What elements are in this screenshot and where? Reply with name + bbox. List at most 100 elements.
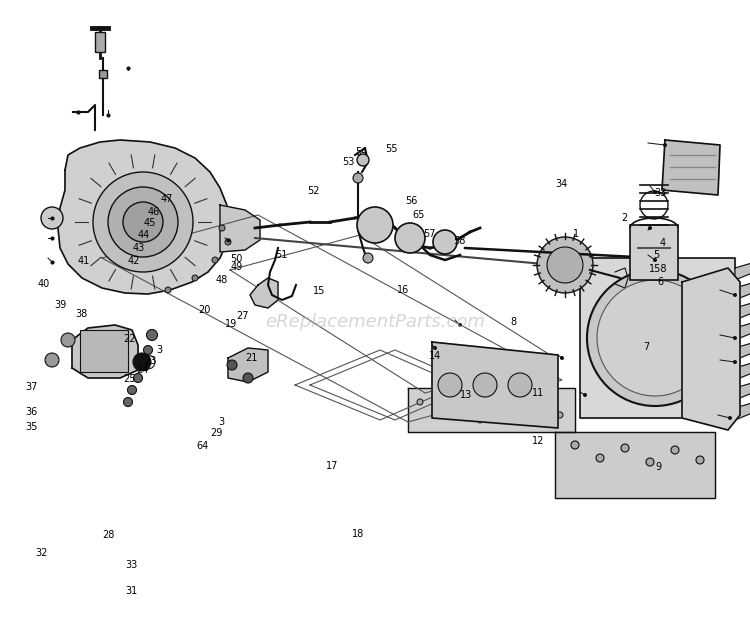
Text: 3: 3 [157, 345, 163, 355]
Polygon shape [72, 325, 138, 378]
Circle shape [733, 293, 737, 297]
Text: 36: 36 [26, 407, 38, 417]
Text: 37: 37 [26, 382, 38, 392]
Polygon shape [662, 140, 720, 195]
Text: 33: 33 [654, 188, 666, 198]
Circle shape [417, 399, 423, 405]
Text: 1: 1 [573, 229, 579, 239]
Text: 28: 28 [103, 530, 115, 540]
Text: 49: 49 [230, 262, 242, 272]
Circle shape [537, 401, 543, 407]
Text: 25: 25 [123, 374, 135, 384]
Polygon shape [735, 363, 750, 380]
Circle shape [128, 386, 136, 394]
Circle shape [45, 353, 59, 367]
Circle shape [41, 207, 63, 229]
Polygon shape [220, 205, 260, 252]
Circle shape [537, 237, 593, 293]
Circle shape [648, 226, 652, 230]
Circle shape [653, 258, 657, 262]
Circle shape [458, 323, 462, 327]
Polygon shape [58, 140, 228, 294]
Text: 43: 43 [133, 243, 145, 253]
Bar [95, 32, 105, 52]
Text: 44: 44 [138, 230, 150, 240]
Text: 158: 158 [650, 264, 668, 274]
Text: 11: 11 [532, 388, 544, 398]
Text: 19: 19 [225, 319, 237, 329]
Circle shape [547, 247, 583, 283]
Text: 21: 21 [245, 353, 257, 363]
Text: 24: 24 [136, 365, 148, 375]
Polygon shape [555, 432, 715, 498]
Circle shape [437, 412, 443, 418]
Circle shape [473, 373, 497, 397]
Text: 40: 40 [38, 279, 50, 288]
Circle shape [508, 373, 532, 397]
Circle shape [728, 416, 732, 420]
Circle shape [663, 143, 667, 147]
Polygon shape [735, 283, 750, 300]
Circle shape [733, 336, 737, 340]
Circle shape [587, 270, 723, 406]
Bar [80, 330, 128, 372]
Text: 38: 38 [75, 310, 87, 319]
Text: 64: 64 [196, 441, 208, 451]
Circle shape [243, 373, 253, 383]
Text: 8: 8 [511, 317, 517, 327]
Polygon shape [735, 263, 750, 280]
Text: 22: 22 [124, 334, 136, 344]
Circle shape [571, 441, 579, 449]
Polygon shape [408, 388, 575, 432]
Text: 65: 65 [413, 210, 424, 220]
Circle shape [597, 280, 713, 396]
Circle shape [357, 207, 393, 243]
Circle shape [146, 329, 158, 340]
Text: 54: 54 [356, 147, 368, 157]
Text: 7: 7 [644, 342, 650, 352]
Polygon shape [432, 342, 558, 428]
Circle shape [165, 287, 171, 293]
Polygon shape [735, 343, 750, 360]
Text: 17: 17 [326, 461, 338, 471]
Circle shape [560, 356, 564, 360]
Text: 23: 23 [144, 356, 156, 366]
Circle shape [61, 333, 75, 347]
Text: 20: 20 [198, 305, 210, 314]
Text: 18: 18 [352, 529, 364, 539]
Circle shape [143, 345, 152, 355]
Circle shape [108, 187, 178, 257]
Circle shape [219, 225, 225, 231]
Text: 46: 46 [148, 207, 160, 217]
Text: 47: 47 [160, 194, 172, 204]
Text: 31: 31 [125, 586, 137, 596]
Polygon shape [580, 258, 735, 418]
Circle shape [93, 172, 193, 272]
Text: 6: 6 [657, 277, 663, 287]
Text: 9: 9 [656, 462, 662, 472]
Circle shape [433, 230, 457, 254]
Text: 58: 58 [453, 236, 465, 246]
Circle shape [353, 173, 363, 183]
Polygon shape [735, 383, 750, 400]
Text: 50: 50 [230, 254, 242, 264]
Circle shape [557, 412, 563, 418]
Text: 4: 4 [659, 238, 665, 248]
Circle shape [212, 257, 218, 263]
Circle shape [671, 446, 679, 454]
Circle shape [621, 444, 629, 452]
Text: 2: 2 [621, 213, 627, 223]
Text: 41: 41 [78, 256, 90, 266]
Text: 56: 56 [405, 196, 417, 206]
Ellipse shape [467, 399, 517, 421]
Text: 3: 3 [218, 417, 224, 427]
Polygon shape [735, 323, 750, 340]
Circle shape [134, 373, 142, 383]
Circle shape [497, 403, 503, 409]
Text: 13: 13 [460, 390, 472, 400]
Circle shape [124, 397, 133, 407]
Text: 16: 16 [397, 285, 409, 295]
Text: 57: 57 [423, 229, 435, 239]
Circle shape [457, 405, 463, 411]
Circle shape [123, 202, 163, 242]
